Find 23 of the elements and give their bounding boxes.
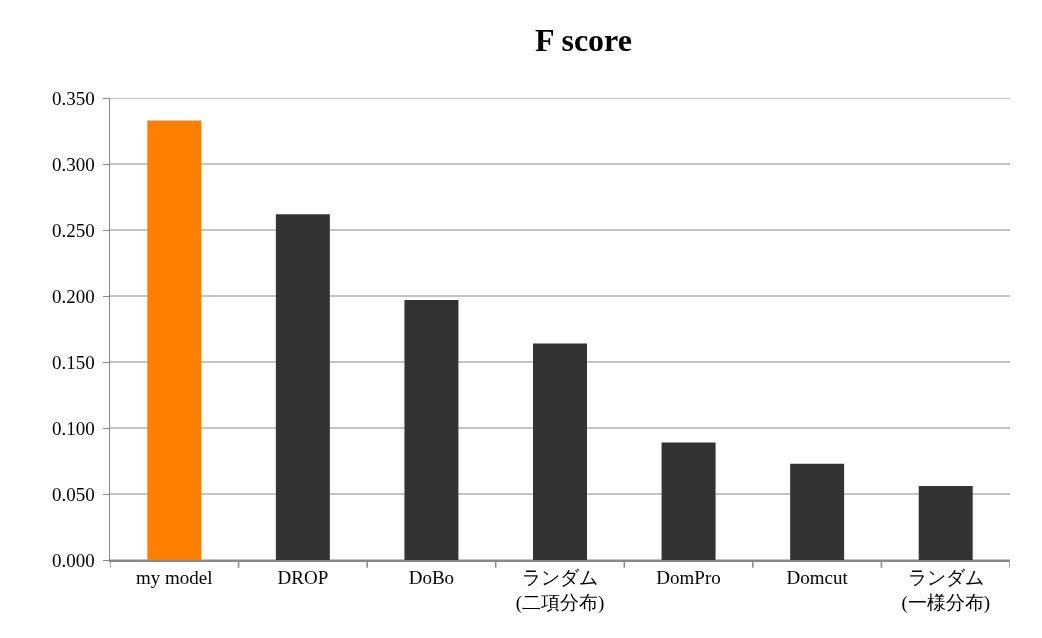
x-tick-label: my model [136,567,213,589]
bar [147,120,202,560]
x-tick-label: DomPro [656,567,721,589]
x-tick-label: DROP [277,567,329,589]
y-tick-label: 0.250 [51,219,95,241]
x-tick-label: ランダム (二項分布) [515,567,605,614]
bar [661,442,716,560]
bar [404,299,459,560]
y-tick-label: 0.000 [51,549,95,571]
y-tick-label: 0.100 [51,417,95,439]
y-tick-label: 0.200 [51,285,95,307]
chart-title: F score [535,22,632,59]
bar [918,486,973,560]
y-tick-label: 0.150 [51,351,95,373]
bar [790,463,845,560]
bar [275,214,330,560]
y-tick-label: 0.050 [51,483,95,505]
x-tick-label: Domcut [786,567,849,589]
bar [533,343,587,560]
y-tick-label: 0.350 [51,87,95,109]
x-tick-label: ランダム (一様分布) [901,567,991,614]
y-tick-label: 0.300 [51,153,95,175]
x-tick-label: DoBo [408,567,455,589]
